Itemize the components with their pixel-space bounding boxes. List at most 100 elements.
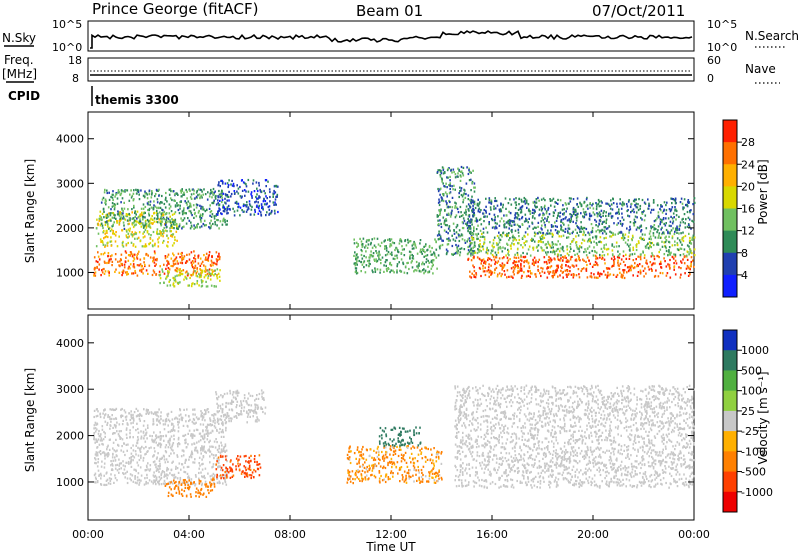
range-cell (126, 449, 128, 452)
range-cell (93, 274, 95, 277)
range-cell (439, 213, 441, 216)
range-cell (170, 264, 172, 268)
range-cell (112, 229, 114, 233)
range-cell (199, 423, 202, 426)
range-cell (145, 226, 148, 229)
range-cell (224, 481, 227, 484)
range-cell (613, 260, 615, 264)
range-cell (148, 214, 151, 217)
range-cell (110, 258, 112, 261)
range-cell (527, 248, 530, 251)
range-cell (457, 167, 459, 170)
range-cell (142, 424, 145, 427)
range-cell (174, 211, 177, 214)
range-cell (133, 221, 135, 224)
range-cell (469, 224, 471, 228)
range-cell (195, 272, 198, 275)
nsky-panel-frame (87, 20, 695, 52)
range-cell (211, 201, 213, 205)
range-cell (440, 225, 443, 229)
range-cell (136, 479, 139, 482)
range-cell (240, 179, 243, 182)
range-cell (224, 479, 226, 482)
range-cell (431, 265, 434, 268)
range-cell (447, 232, 449, 235)
range-cell (512, 234, 514, 237)
range-cell (212, 414, 215, 417)
range-cell (563, 223, 565, 226)
range-cell (583, 226, 586, 230)
colorbar-swatch (723, 186, 737, 209)
range-cell (127, 461, 129, 464)
range-cell (537, 244, 540, 247)
range-cell (580, 225, 583, 228)
range-cell (228, 420, 230, 423)
range-cell (637, 264, 639, 268)
range-cell (513, 267, 516, 270)
range-cell (446, 195, 448, 198)
range-cell (93, 437, 95, 440)
range-cell (422, 249, 425, 252)
station-title: Prince George (fitACF) (92, 0, 258, 18)
range-cell (619, 202, 621, 205)
range-cell (192, 282, 194, 285)
range-cell (511, 242, 513, 245)
range-cell (215, 393, 218, 396)
range-cell (243, 394, 246, 397)
freq-tick-top: 18 (68, 54, 82, 67)
range-cell (687, 201, 689, 204)
range-cell (132, 243, 135, 246)
range-cell (187, 465, 190, 468)
range-cell (462, 166, 465, 169)
range-cell (155, 418, 158, 421)
range-cell (104, 414, 106, 417)
range-cell (490, 271, 492, 274)
range-cell (634, 262, 636, 265)
range-cell (501, 257, 504, 260)
range-cell (396, 254, 398, 257)
range-cell (177, 430, 180, 433)
range-cell (539, 213, 541, 216)
range-cell (170, 190, 172, 193)
range-cell (684, 234, 687, 238)
range-cell (532, 238, 534, 241)
range-cell (136, 274, 139, 277)
range-cell (571, 214, 574, 217)
range-cell (469, 243, 472, 246)
range-cell (551, 251, 554, 254)
range-cell (103, 466, 106, 469)
range-cell (456, 246, 458, 249)
range-cell (574, 208, 577, 211)
range-cell (542, 219, 544, 222)
range-cell (239, 214, 241, 217)
range-cell (159, 438, 162, 441)
range-cell (540, 220, 542, 223)
range-cell (140, 270, 143, 273)
range-cell (510, 229, 513, 232)
range-cell (361, 243, 364, 246)
range-cell (639, 225, 641, 228)
range-cell (614, 233, 617, 236)
range-cell (494, 260, 497, 263)
range-cell (460, 193, 463, 197)
range-cell (574, 213, 577, 217)
range-cell (543, 249, 545, 252)
range-cell (134, 211, 136, 215)
range-cell (122, 210, 124, 213)
range-cell (203, 264, 205, 267)
range-cell (174, 205, 177, 208)
range-cell (221, 444, 223, 447)
range-cell (474, 276, 477, 279)
range-cell (145, 408, 148, 411)
range-cell (476, 256, 479, 259)
range-cell (110, 420, 112, 423)
range-cell (434, 238, 436, 241)
range-cell (226, 460, 228, 463)
range-cell (199, 204, 201, 207)
range-cell (477, 232, 480, 235)
range-cell (500, 275, 502, 278)
range-cell (585, 205, 588, 208)
range-cell (446, 202, 448, 205)
range-cell (221, 428, 224, 432)
range-cell (186, 197, 188, 200)
